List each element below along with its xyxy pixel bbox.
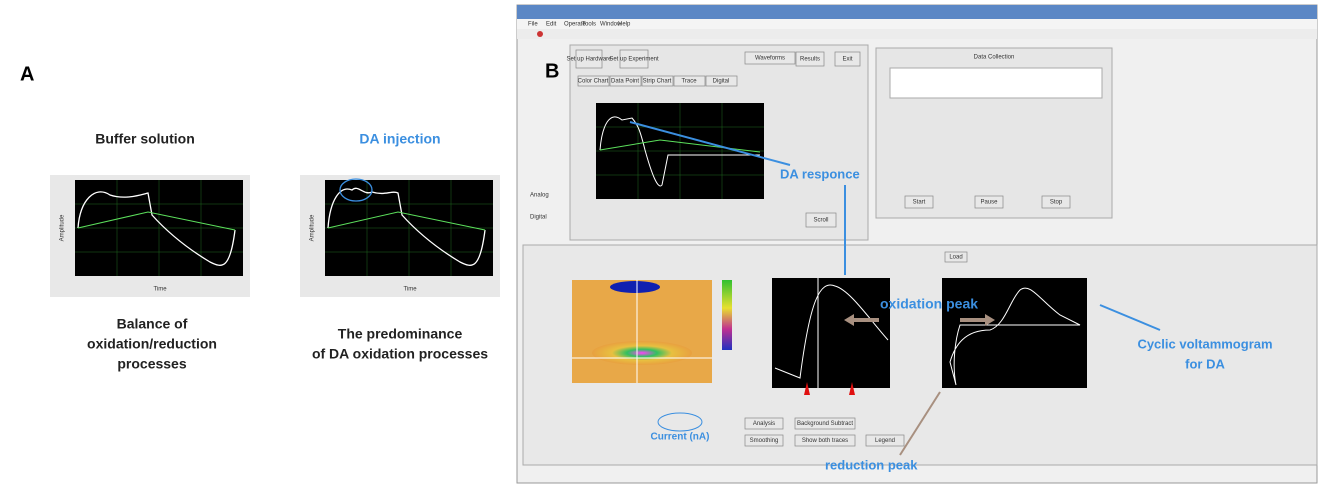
caption: The predominance <box>338 326 463 342</box>
annotation: oxidation peak <box>880 296 978 312</box>
panel-label: A <box>20 63 34 85</box>
menu-item[interactable]: Help <box>618 22 631 28</box>
button-label[interactable]: Start <box>913 200 926 206</box>
annotation: for DA <box>1185 356 1225 371</box>
axis-label: Amplitude <box>310 214 316 241</box>
figure: A Buffer solution DA injection Time Ampl… <box>0 0 1320 485</box>
menu-item[interactable]: Edit <box>546 22 557 28</box>
cv-plot <box>942 278 1087 388</box>
button-label[interactable]: Show both traces <box>802 438 848 444</box>
tab-label[interactable]: Data Point <box>611 79 639 85</box>
caption: processes <box>117 356 186 372</box>
annotation: Cyclic voltammogram <box>1137 336 1272 351</box>
tab-label[interactable]: Strip Chart <box>643 79 672 85</box>
button-label[interactable]: Smoothing <box>750 438 779 444</box>
button-label[interactable]: Scroll <box>813 218 828 224</box>
button-label[interactable]: Exit <box>842 57 852 63</box>
button-label[interactable]: Results <box>800 57 820 63</box>
menu-item[interactable]: File <box>528 22 538 28</box>
annotation: DA responce <box>780 166 860 181</box>
annotation: reduction peak <box>825 457 918 472</box>
group-title: Data Collection <box>974 55 1015 61</box>
tab-label[interactable]: Digital <box>713 79 730 85</box>
color-plot <box>572 280 732 383</box>
button-label[interactable]: Stop <box>1050 200 1063 206</box>
caption: Balance of <box>117 316 188 332</box>
menu-item[interactable]: Tools <box>582 22 596 28</box>
axis-label: Time <box>153 287 167 293</box>
button-label[interactable]: Waveforms <box>755 56 785 62</box>
button-label[interactable]: Set up Hardware <box>566 57 612 63</box>
annotation: Current (nA) <box>651 432 710 443</box>
plot-title: DA injection <box>359 131 440 147</box>
plot-title: Buffer solution <box>95 131 195 147</box>
injection-plot: Time Amplitude <box>300 175 500 297</box>
button-label[interactable]: Set up Experiment <box>609 57 659 63</box>
button-label[interactable]: Load <box>949 255 962 261</box>
label: Digital <box>530 215 547 221</box>
tab-label[interactable]: Color Chart <box>578 79 609 85</box>
buffer-plot: Time Amplitude <box>50 175 250 297</box>
tab-label[interactable]: Trace <box>681 79 697 85</box>
axis-label: Amplitude <box>60 214 66 241</box>
axis-label: Time <box>403 287 417 293</box>
button-label[interactable]: Pause <box>980 200 998 206</box>
caption: of DA oxidation processes <box>312 346 488 362</box>
button-label[interactable]: Legend <box>875 438 895 444</box>
current-plot <box>772 278 890 395</box>
button-label[interactable]: Analysis <box>753 421 775 427</box>
button-label[interactable]: Background Subtract <box>797 421 853 427</box>
caption: oxidation/reduction <box>87 336 217 352</box>
label: Analog <box>530 193 549 199</box>
panel-label: B <box>545 60 559 82</box>
